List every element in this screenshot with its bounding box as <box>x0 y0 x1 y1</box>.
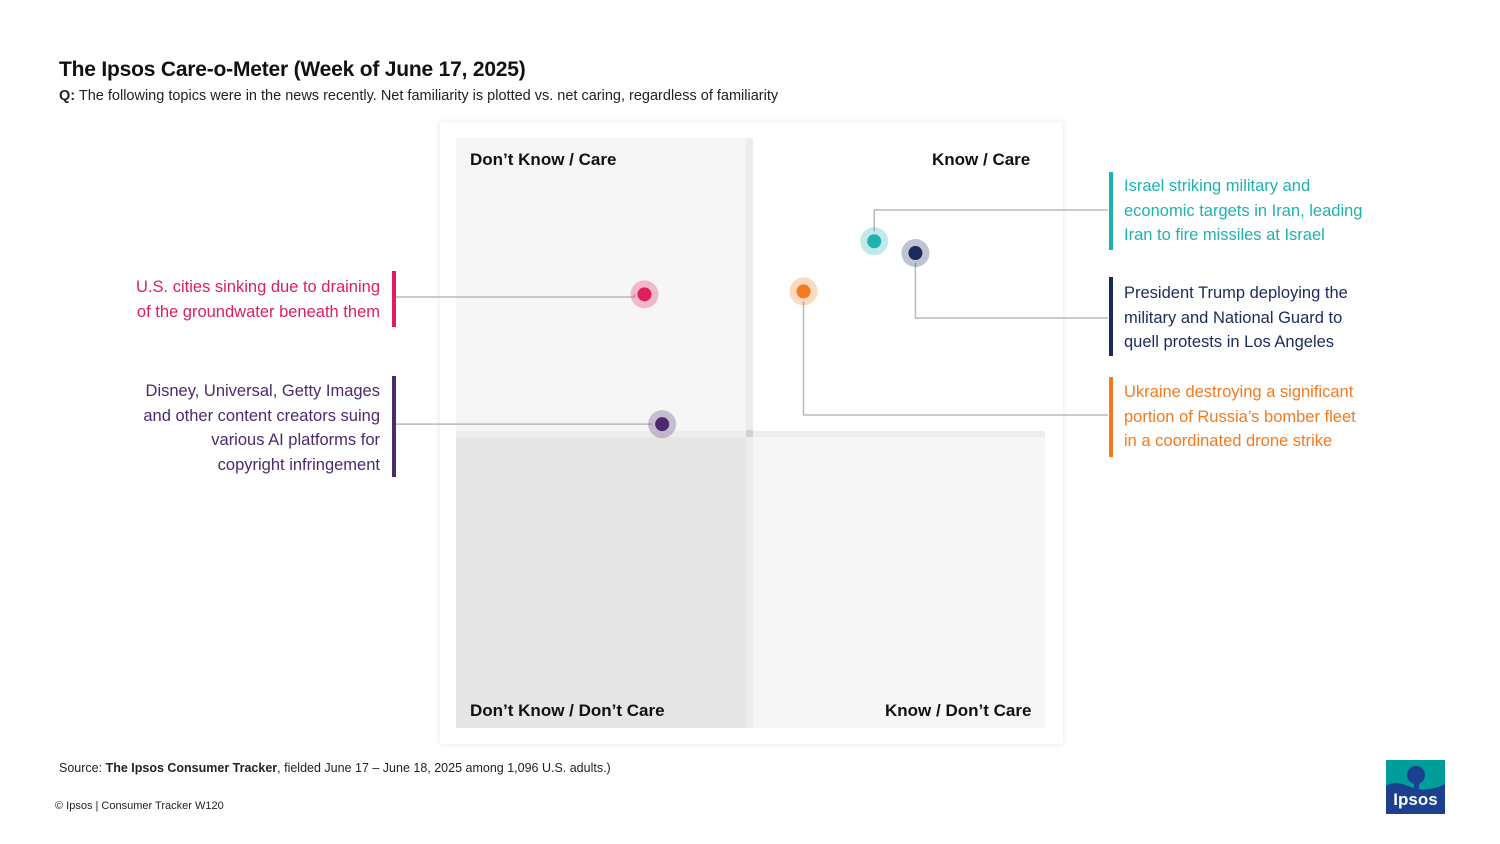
annotation-line: Iran to fire missiles at Israel <box>1124 226 1325 244</box>
data-point-trump[interactable] <box>908 246 923 261</box>
disney-annotation-bar <box>392 376 396 477</box>
quadrant-bottom-left-bg <box>456 437 746 728</box>
quadrant-top-right-bg <box>753 138 1045 431</box>
annotation-ukraine: Ukraine destroying a significant portion… <box>1124 380 1356 454</box>
chart-title: The Ipsos Care-o-Meter (Week of June 17,… <box>59 58 526 81</box>
annotation-line: quell protests in Los Angeles <box>1124 333 1335 351</box>
annotation-line: Disney, Universal, Getty Images <box>145 382 380 400</box>
data-point-sinking[interactable] <box>637 287 652 302</box>
question-body: The following topics were in the news re… <box>75 88 779 104</box>
data-point-ukraine[interactable] <box>796 284 811 299</box>
ipsos-logo-mark <box>1386 760 1445 814</box>
leader-line-israel <box>873 209 1108 232</box>
annotation-line: copyright infringement <box>217 455 380 474</box>
annotation-sinking: U.S. cities sinking due to draining of t… <box>60 275 380 324</box>
annotation-disney: Disney, Universal, Getty Images and othe… <box>60 379 380 477</box>
source-note: Source: The Ipsos Consumer Tracker, fiel… <box>59 761 611 775</box>
annotation-line: and other content creators suing <box>143 406 380 425</box>
annotation-line: of the groundwater beneath them <box>136 302 380 321</box>
leader-line-ukraine <box>802 301 1108 416</box>
sinking-annotation-bar <box>392 271 396 327</box>
annotation-line: economic targets in Iran, leading <box>1124 201 1363 220</box>
source-suffix: , fielded June 17 – June 18, 2025 among … <box>277 761 611 775</box>
data-point-israel[interactable] <box>867 234 882 249</box>
question-text: Q: The following topics were in the news… <box>59 88 778 104</box>
quadrant-top-left-bg <box>456 138 746 431</box>
footer-copyright: © Ipsos | Consumer Tracker W120 <box>55 800 224 812</box>
annotation-trump: President Trump deploying the military a… <box>1124 281 1348 355</box>
annotation-line: various AI platforms for <box>211 431 380 449</box>
annotation-line: in a coordinated drone strike <box>1124 432 1333 450</box>
annotation-line: U.S. cities sinking due to draining <box>136 278 380 296</box>
trump-annotation-bar <box>1109 277 1113 356</box>
annotation-line: Israel striking military and <box>1124 177 1311 195</box>
quadrant-label-dont-know-care: Don’t Know / Care <box>470 150 617 169</box>
quadrant-label-dont-know-dont-care: Don’t Know / Don’t Care <box>470 701 665 720</box>
annotation-line: portion of Russia’s bomber fleet <box>1124 407 1356 426</box>
quadrant-label-know-care: Know / Care <box>932 150 1031 169</box>
ipsos-logo: Ipsos <box>1386 760 1445 814</box>
axis-origin <box>746 430 753 437</box>
quadrant-bottom-right-bg <box>753 437 1045 728</box>
annotation-line: military and National Guard to <box>1124 308 1343 327</box>
israel-annotation-bar <box>1109 172 1113 250</box>
data-point-disney[interactable] <box>655 417 670 432</box>
annotation-line: Ukraine destroying a significant <box>1124 383 1354 401</box>
question-prefix: Q: <box>59 88 76 104</box>
annotation-line: President Trump deploying the <box>1124 284 1348 302</box>
source-name: The Ipsos Consumer Tracker <box>105 761 278 775</box>
logo-text: Ipsos <box>1393 790 1438 809</box>
quadrant-label-know-dont-care: Know / Don’t Care <box>885 701 1032 720</box>
leader-line-trump <box>914 263 1108 319</box>
ukraine-annotation-bar <box>1109 377 1113 457</box>
annotation-israel: Israel striking military and economic ta… <box>1124 174 1362 248</box>
leader-line-sinking <box>394 294 636 298</box>
source-prefix: Source: <box>59 761 106 775</box>
